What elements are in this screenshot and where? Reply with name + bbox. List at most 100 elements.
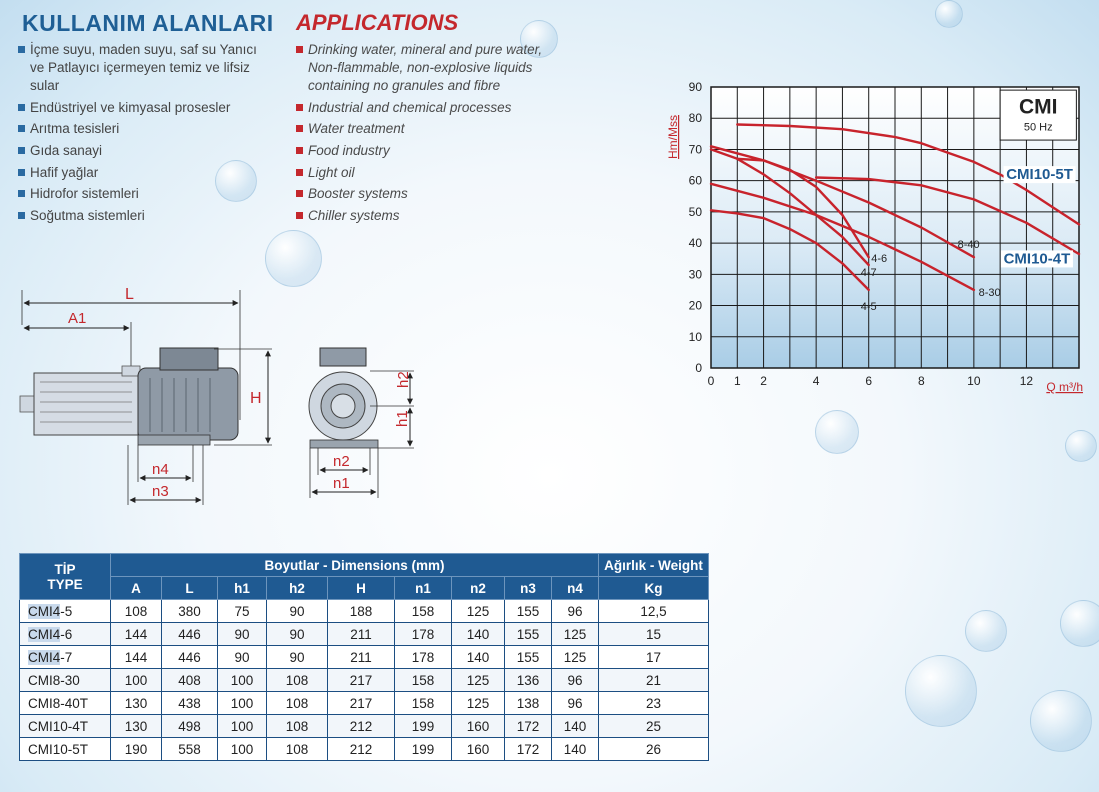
type-cell: CMI10-5T: [19, 737, 111, 761]
table-row: CMI10-5T 190 558 100 108 212 199 160 172…: [19, 737, 709, 761]
table-cell: 75: [217, 599, 267, 623]
series-line: [814, 176, 1081, 256]
table-cell: 108: [266, 714, 328, 738]
applications-title-en: APPLICATIONS: [296, 10, 459, 35]
table-row: CMI10-4T 130 498 100 108 212 199 160 172…: [19, 714, 709, 738]
series-label: CMI10-5T: [1006, 166, 1073, 183]
x-tick-label: 1: [734, 374, 741, 388]
weight-header: Ağırlık - Weight: [598, 553, 709, 577]
table-cell: 155: [504, 645, 552, 669]
type-cell: CMI8-30: [19, 668, 111, 692]
x-tick-label: 2: [760, 374, 767, 388]
y-tick-label: 20: [689, 299, 703, 313]
decor-bubble: [1030, 690, 1092, 752]
col-header: h2: [266, 576, 328, 600]
table-row: CMI8-30 100 408 100 108 217 158 125 136 …: [19, 668, 709, 692]
series-line: [736, 123, 1081, 226]
series-label-bg: [1003, 166, 1076, 184]
y-tick-label: 50: [689, 205, 703, 219]
col-header: H: [327, 576, 395, 600]
table-cell: 212: [327, 714, 395, 738]
table-cell: 211: [327, 645, 395, 669]
table-cell: 140: [551, 714, 599, 738]
weight-cell: 12,5: [598, 599, 709, 623]
dim-label-h1: h1: [394, 410, 411, 427]
table-cell: 90: [266, 645, 328, 669]
table-cell: 100: [217, 737, 267, 761]
series-label: 8-30: [979, 287, 1001, 299]
table-cell: 160: [451, 737, 505, 761]
y-tick-label: 40: [689, 236, 703, 250]
table-cell: 498: [161, 714, 218, 738]
series-line: [709, 209, 870, 292]
table-cell: 199: [394, 737, 452, 761]
table-cell: 172: [504, 714, 552, 738]
table-cell: 188: [327, 599, 395, 623]
table-cell: 130: [110, 714, 162, 738]
table-cell: 140: [451, 645, 505, 669]
table-cell: 438: [161, 691, 218, 715]
list-item: Drinking water, mineral and pure water, …: [296, 41, 571, 95]
usage-list-en: Drinking water, mineral and pure water, …: [296, 41, 571, 229]
decor-bubble: [815, 410, 859, 454]
type-cell: CMI4-7: [19, 645, 111, 669]
series-line: [709, 145, 976, 259]
table-cell: 199: [394, 714, 452, 738]
dim-label-n2: n2: [333, 453, 350, 470]
table-row: CMI8-40T 130 438 100 108 217 158 125 138…: [19, 691, 709, 715]
table-cell: 446: [161, 622, 218, 646]
dim-label-n4: n4: [152, 461, 169, 478]
type-header: TİP TYPE: [19, 553, 111, 600]
weight-unit-header: Kg: [598, 576, 709, 600]
series-line: [709, 182, 976, 292]
series-label: 4-6: [871, 253, 887, 265]
list-item: Endüstriyel ve kimyasal prosesler: [18, 99, 268, 117]
table-cell: 90: [217, 645, 267, 669]
table-cell: 211: [327, 622, 395, 646]
y-tick-label: 80: [689, 111, 703, 125]
table-cell: 158: [394, 691, 452, 715]
series-label: 8-40: [958, 239, 980, 251]
decor-bubble: [905, 655, 977, 727]
type-cell: CMI4-6: [19, 622, 111, 646]
table-cell: 108: [266, 691, 328, 715]
col-header: A: [110, 576, 162, 600]
table-cell: 217: [327, 691, 395, 715]
table-row: CMI4-5 108 380 75 90 188 158 125 155 96 …: [19, 599, 709, 623]
table-cell: 100: [217, 668, 267, 692]
dimensions-header: Boyutlar - Dimensions (mm): [110, 553, 599, 577]
table-cell: 217: [327, 668, 395, 692]
decor-bubble: [520, 20, 558, 58]
type-cell: CMI10-4T: [19, 714, 111, 738]
decor-bubble: [215, 160, 257, 202]
table-cell: 178: [394, 645, 452, 669]
table-cell: 140: [551, 737, 599, 761]
table-cell: 138: [504, 691, 552, 715]
dim-label-H: H: [250, 390, 262, 407]
table-cell: 125: [451, 691, 505, 715]
table-cell: 158: [394, 599, 452, 623]
table-cell: 108: [266, 668, 328, 692]
series-label-bg: [1000, 250, 1073, 268]
list-item: Gıda sanayi: [18, 142, 268, 160]
x-tick-label: 12: [1020, 374, 1034, 388]
dim-label-L: L: [125, 286, 134, 303]
table-cell: 558: [161, 737, 218, 761]
table-cell: 172: [504, 737, 552, 761]
table-cell: 136: [504, 668, 552, 692]
dimension-table: TİP TYPE Boyutlar - Dimensions (mm) Ağır…: [19, 553, 709, 761]
table-cell: 160: [451, 714, 505, 738]
decor-bubble: [935, 0, 963, 28]
list-item: Soğutma sistemleri: [18, 207, 268, 225]
type-cell: CMI8-40T: [19, 691, 111, 715]
table-cell: 90: [217, 622, 267, 646]
type-cell: CMI4-5: [19, 599, 111, 623]
list-item: Hidrofor sistemleri: [18, 185, 268, 203]
list-item: Food industry: [296, 142, 571, 160]
table-cell: 155: [504, 622, 552, 646]
y-axis-label: Hm/Mss: [666, 115, 680, 159]
col-header: L: [161, 576, 218, 600]
col-header: n3: [504, 576, 552, 600]
table-cell: 155: [504, 599, 552, 623]
decor-bubble: [965, 610, 1007, 652]
